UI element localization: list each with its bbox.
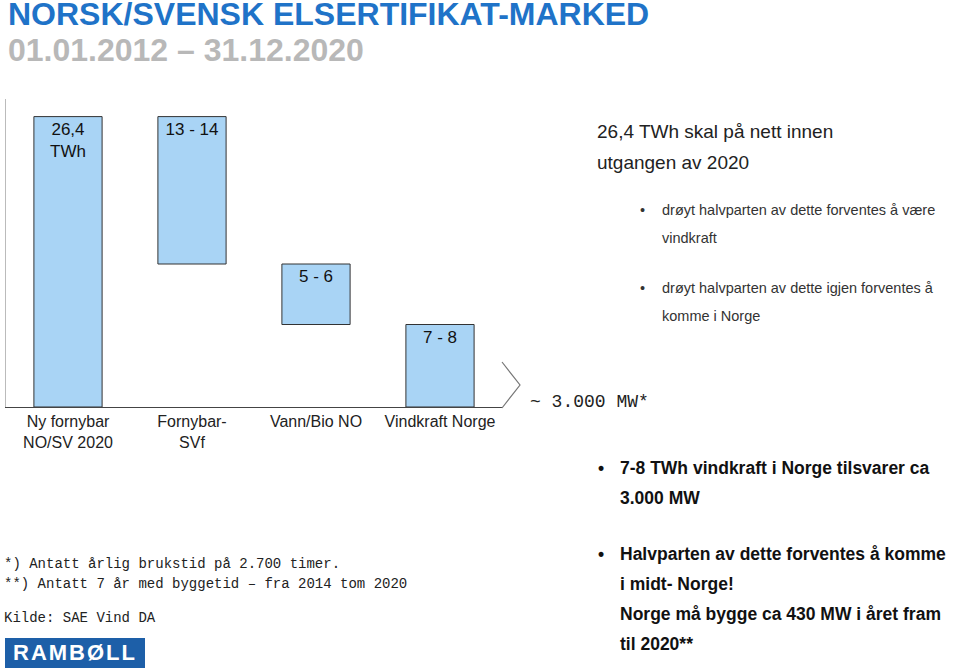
html-text:RAMBØLL: RAMBØLL	[13, 640, 137, 665]
svg-text:Vindkraft Norge: Vindkraft Norge	[385, 413, 496, 430]
svg-text:13 - 14: 13 - 14	[166, 120, 219, 139]
html-text:Halvparten av dette forventes: Halvparten av dette forventes å komme i …	[620, 544, 946, 594]
html-text:Kilde: SAE Vind DA: Kilde: SAE Vind DA	[4, 610, 156, 626]
html-text:01.01.2012 – 31.12.2020: 01.01.2012 – 31.12.2020	[8, 32, 364, 68]
html-text:~ 3.000 MW*: ~ 3.000 MW*	[530, 392, 649, 412]
html-text:drøyt halvparten av dette igje: drøyt halvparten av dette igjen forvente…	[662, 280, 933, 324]
html-text:26,4 TWh skal på nett innen ut: 26,4 TWh skal på nett innen utgangen av …	[597, 121, 834, 173]
html-text:*) Antatt årlig brukstid på 2.: *) Antatt årlig brukstid på 2.700 timer.	[4, 556, 341, 572]
svg-text:Fornybar-SVf: Fornybar-SVf	[157, 413, 226, 451]
svg-text:26,4TWh: 26,4TWh	[50, 120, 86, 161]
svg-text:Ny fornybarNO/SV 2020: Ny fornybarNO/SV 2020	[23, 413, 113, 451]
html-text:Norge må bygge ca 430 MW i åre: Norge må bygge ca 430 MW i året fram til…	[620, 604, 941, 654]
html-text:7-8 TWh vindkraft i Norge tils: 7-8 TWh vindkraft i Norge tilsvarer ca 3…	[620, 458, 930, 508]
html-text:drøyt halvparten av dette forv: drøyt halvparten av dette forventes å væ…	[662, 202, 936, 246]
svg-text:5 - 6: 5 - 6	[299, 267, 333, 286]
svg-text:7 - 8: 7 - 8	[423, 328, 457, 347]
svg-text:Vann/Bio NO: Vann/Bio NO	[270, 413, 362, 430]
html-text:**) Antatt 7 år med byggetid –: **) Antatt 7 år med byggetid – fra 2014 …	[4, 576, 408, 592]
